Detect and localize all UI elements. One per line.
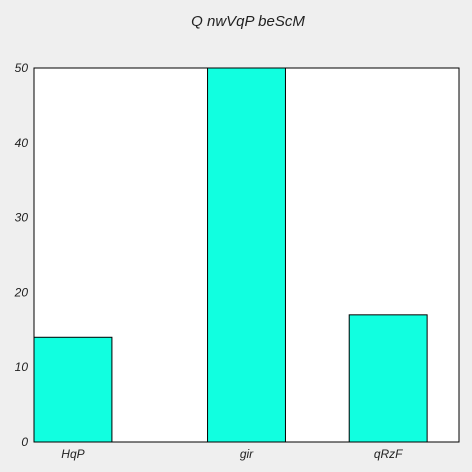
plot-frame xyxy=(33,67,460,443)
y-tick-label: 40 xyxy=(15,136,29,150)
y-tick-label: 50 xyxy=(15,61,29,75)
x-tick-label: qRzF xyxy=(374,447,403,461)
x-tick-label: gir xyxy=(240,447,254,461)
bar-gir xyxy=(207,67,286,443)
y-tick-label: 10 xyxy=(15,360,29,374)
bar-qRzF xyxy=(348,314,428,443)
y-axis: 0 10 20 30 40 50 xyxy=(14,61,29,449)
y-tick-label: 0 xyxy=(21,435,28,449)
bar-HqP xyxy=(33,336,113,443)
chart-title: Q nwVqP beScM xyxy=(191,13,305,30)
y-tick-label: 30 xyxy=(15,211,29,225)
x-tick-label: HqP xyxy=(61,447,84,461)
y-tick-label: 20 xyxy=(14,285,29,299)
x-axis: HqP gir qRzF xyxy=(61,447,403,461)
